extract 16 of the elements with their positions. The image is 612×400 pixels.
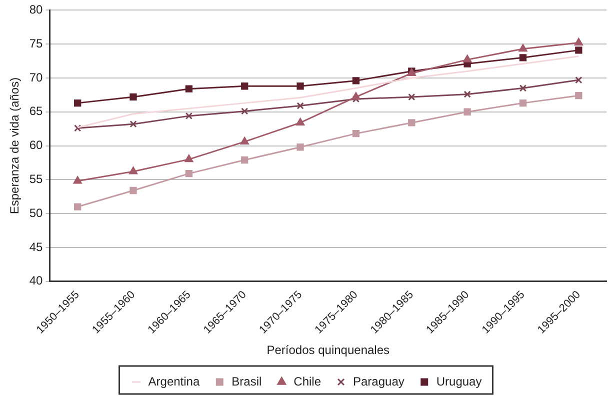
legend-label: Chile xyxy=(294,374,322,388)
y-tick-label: 65 xyxy=(29,104,44,118)
legend-label: Uruguay xyxy=(436,374,482,388)
y-tick-label: 40 xyxy=(29,274,44,288)
y-tick-label: 70 xyxy=(29,70,44,84)
legend-label: Argentina xyxy=(148,374,200,388)
y-tick-label: 80 xyxy=(29,2,44,17)
y-tick-label: 50 xyxy=(29,206,44,220)
y-axis-title: Esperanza de vida (años) xyxy=(8,77,22,214)
y-tick-label: 60 xyxy=(29,138,44,152)
y-tick-label: 75 xyxy=(29,36,44,50)
legend-label: Brasil xyxy=(232,374,262,388)
y-tick-label: 55 xyxy=(29,172,44,186)
x-axis-title: Períodos quinquenales xyxy=(266,343,390,358)
y-tick-label: 45 xyxy=(29,240,44,254)
legend-label: Paraguay xyxy=(352,374,404,388)
